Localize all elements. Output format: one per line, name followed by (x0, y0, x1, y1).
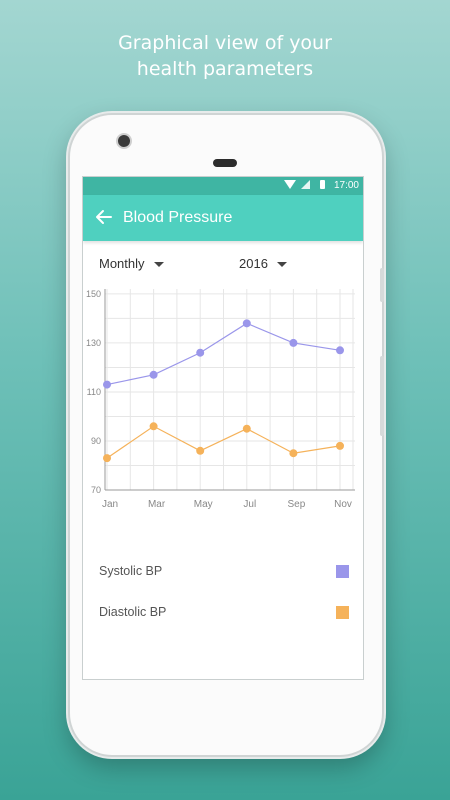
systolic-data-point (242, 319, 251, 328)
battery-icon (320, 180, 325, 189)
year-dropdown-value: 2016 (239, 256, 268, 271)
diastolic-data-point (149, 422, 158, 431)
status-time: 17:00 (333, 180, 359, 191)
legend-diastolic: Diastolic BP (99, 605, 349, 623)
legend-diastolic-label: Diastolic BP (99, 605, 167, 619)
headline-line-1: Graphical view of your (118, 32, 332, 54)
promo-headline: Graphical view of your health parameters (0, 30, 450, 82)
wifi-icon (284, 180, 296, 189)
y-tick-label: 70 (91, 485, 101, 495)
x-tick-label: May (194, 499, 213, 510)
y-tick-label: 130 (86, 338, 101, 348)
legend-systolic: Systolic BP (99, 564, 349, 582)
y-tick-label: 110 (87, 387, 101, 397)
headline-line-2: health parameters (136, 58, 314, 80)
diastolic-data-point (103, 454, 111, 463)
signal-icon (301, 180, 310, 189)
arrow-left-icon[interactable] (95, 208, 113, 226)
systolic-data-point (196, 348, 205, 357)
app-screen: 17:00 Blood Pressure Monthly 2016 70 90 11… (82, 176, 364, 680)
x-tick-label: Sep (288, 499, 306, 510)
power-button (380, 356, 384, 436)
systolic-data-point (289, 338, 298, 347)
diastolic-data-point (196, 446, 205, 455)
x-tick-label: Jul (243, 499, 256, 510)
diastolic-series-line (106, 425, 341, 459)
y-tick-label: 90 (91, 436, 101, 446)
x-tick-label: Mar (148, 499, 166, 510)
legend-diastolic-swatch (336, 606, 349, 619)
legend-systolic-swatch (336, 565, 349, 578)
volume-button (380, 268, 384, 302)
page-title: Blood Pressure (123, 209, 233, 226)
systolic-data-point (149, 370, 158, 379)
x-tick-label: Nov (334, 499, 352, 510)
period-dropdown[interactable]: Monthly (99, 256, 164, 271)
systolic-series-line (106, 322, 341, 386)
period-dropdown-value: Monthly (99, 256, 145, 271)
diastolic-data-point (289, 449, 298, 458)
front-camera (116, 133, 132, 149)
earpiece-speaker (213, 159, 237, 167)
legend-systolic-label: Systolic BP (99, 564, 163, 578)
year-dropdown[interactable]: 2016 (239, 256, 287, 271)
status-bar: 17:00 (83, 177, 363, 195)
blood-pressure-chart: 70 90 110 130 150 Jan Mar May Jul Sep Nov (86, 289, 355, 510)
chevron-down-icon (153, 262, 164, 268)
diastolic-data-point (336, 441, 344, 450)
x-tick-label: Jan (102, 499, 118, 510)
systolic-data-point (336, 346, 344, 355)
systolic-data-point (103, 380, 111, 389)
chevron-down-icon (276, 262, 287, 268)
app-bar: Blood Pressure (83, 195, 363, 241)
y-tick-label: 150 (86, 289, 101, 299)
diastolic-data-point (242, 424, 251, 433)
